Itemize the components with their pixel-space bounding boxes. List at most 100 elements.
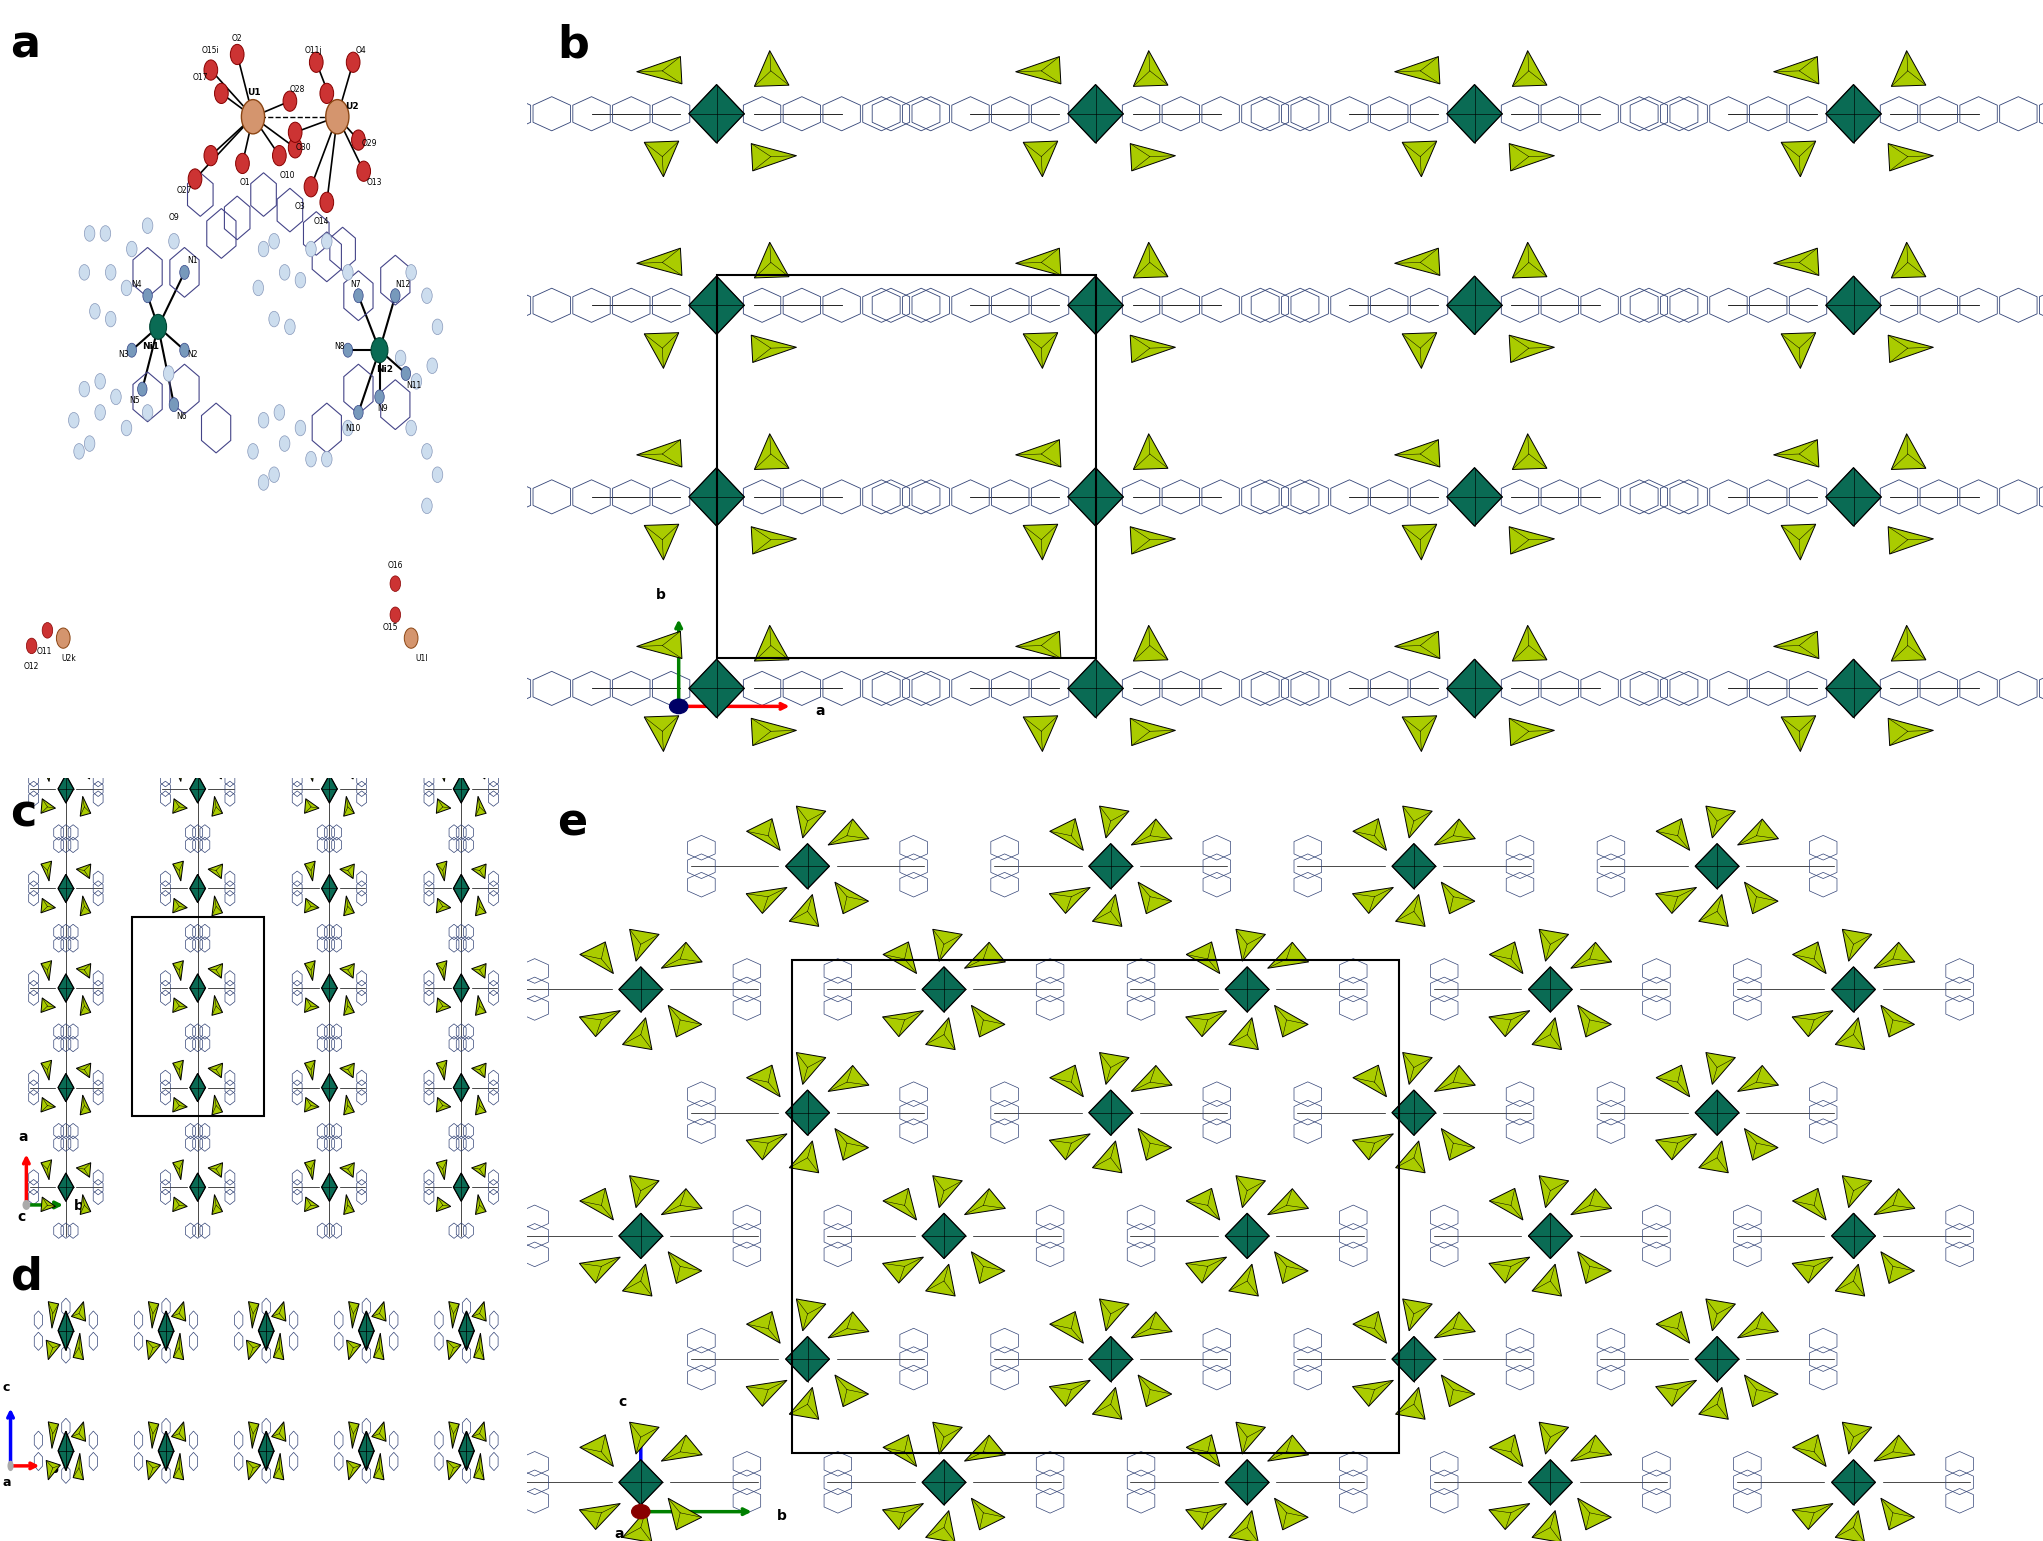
Polygon shape [629,929,660,962]
Polygon shape [1792,1435,1826,1467]
Polygon shape [343,1194,353,1214]
Polygon shape [80,797,90,817]
Circle shape [121,421,133,436]
Polygon shape [1739,820,1777,844]
Polygon shape [343,995,353,1016]
Circle shape [353,405,364,419]
Circle shape [180,265,190,279]
Polygon shape [629,1176,660,1208]
Text: c: c [656,723,664,737]
Polygon shape [1401,524,1436,559]
Circle shape [84,225,94,242]
Polygon shape [1185,1257,1226,1284]
Polygon shape [1236,929,1265,962]
Polygon shape [476,1194,486,1214]
Polygon shape [74,1453,84,1479]
Polygon shape [1792,1188,1826,1220]
Circle shape [204,60,219,80]
Polygon shape [80,1194,90,1214]
Circle shape [27,638,37,653]
Polygon shape [1489,1011,1530,1037]
Polygon shape [472,963,486,979]
Polygon shape [1185,1011,1226,1037]
Polygon shape [190,1074,206,1102]
Polygon shape [1512,626,1547,661]
Polygon shape [637,632,682,658]
Circle shape [407,265,417,280]
Polygon shape [1015,57,1060,83]
Polygon shape [1773,632,1818,658]
Polygon shape [41,898,55,912]
Polygon shape [662,1435,703,1461]
Polygon shape [752,143,797,171]
Polygon shape [1024,715,1058,752]
Circle shape [400,367,411,381]
Bar [717,276,1095,658]
Polygon shape [1700,1140,1728,1173]
Polygon shape [321,1074,337,1102]
Polygon shape [1696,1336,1739,1382]
Polygon shape [1352,1065,1387,1097]
Polygon shape [1134,51,1169,86]
Circle shape [372,337,388,362]
Circle shape [390,288,400,302]
Polygon shape [149,1422,159,1449]
Polygon shape [472,764,486,778]
Polygon shape [754,626,789,661]
Polygon shape [1512,51,1547,86]
Polygon shape [1401,142,1436,177]
Polygon shape [1835,1017,1865,1049]
Polygon shape [57,775,74,803]
Circle shape [253,280,264,296]
Polygon shape [1269,1435,1308,1461]
Polygon shape [934,1176,962,1208]
Text: N2: N2 [188,350,198,359]
Polygon shape [1538,1176,1569,1208]
Polygon shape [1269,1188,1308,1214]
Polygon shape [472,1302,486,1321]
Text: N11: N11 [407,381,421,390]
Polygon shape [746,1311,780,1344]
Polygon shape [580,1257,621,1284]
Text: O15i: O15i [202,46,221,55]
Circle shape [306,452,317,467]
Circle shape [69,413,80,428]
Polygon shape [921,1213,966,1259]
Polygon shape [304,960,315,980]
Polygon shape [76,1163,90,1177]
Polygon shape [447,1461,462,1479]
Polygon shape [1440,1128,1475,1160]
Circle shape [325,100,349,134]
Polygon shape [964,1435,1005,1461]
Polygon shape [623,1017,652,1049]
Polygon shape [1352,1134,1393,1160]
Polygon shape [1882,1251,1914,1284]
Polygon shape [754,51,789,86]
Polygon shape [249,1302,259,1328]
Polygon shape [41,861,51,881]
Circle shape [321,83,333,103]
Polygon shape [76,963,90,979]
Polygon shape [836,1128,868,1160]
Polygon shape [157,1432,174,1470]
Polygon shape [208,963,223,979]
Circle shape [670,700,688,713]
Text: e: e [558,801,588,844]
Polygon shape [437,1060,447,1080]
Text: b: b [51,1464,59,1476]
Text: N3: N3 [118,350,129,359]
Polygon shape [1352,888,1393,914]
Circle shape [306,242,317,257]
Text: O2: O2 [231,34,243,43]
Polygon shape [662,1188,703,1214]
Text: a: a [10,23,41,66]
Polygon shape [797,1299,825,1331]
Polygon shape [787,1089,829,1136]
Polygon shape [343,1096,353,1114]
Polygon shape [619,1213,662,1259]
Text: O15: O15 [382,624,398,632]
Text: O14: O14 [315,217,329,227]
Circle shape [143,288,153,302]
Polygon shape [41,1060,51,1080]
Polygon shape [274,1453,284,1479]
